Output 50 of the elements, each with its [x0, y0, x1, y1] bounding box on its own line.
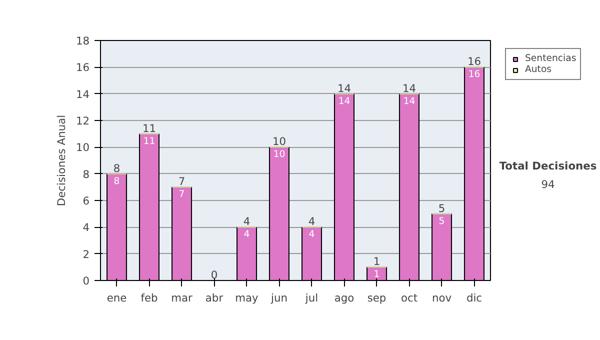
total-label: 1: [373, 255, 380, 268]
data-label: 8: [114, 176, 120, 187]
total-label: 8: [113, 162, 120, 175]
total-label: 0: [210, 268, 218, 282]
y-tick-label: 14: [76, 88, 90, 101]
x-tick-label: dic: [466, 292, 482, 304]
data-label: 4: [244, 229, 250, 240]
total-label: 7: [178, 175, 186, 188]
text: Total Decisiones: [499, 160, 597, 172]
legend-label: Autos: [525, 64, 552, 75]
x-tick-label: ene: [106, 292, 127, 304]
total-label: 16: [467, 55, 482, 68]
x-tick-label: jul: [304, 292, 318, 304]
y-tick-label: 10: [76, 141, 90, 154]
y-tick-label: 0: [82, 274, 90, 288]
x-tick-label: jun: [270, 292, 288, 304]
data-label: 14: [403, 96, 416, 107]
y-tick-label: 12: [76, 114, 90, 128]
x-tick-label: mar: [171, 292, 194, 304]
y-tick-label: 8: [82, 168, 90, 181]
data-label: 10: [273, 149, 286, 160]
y-tick-label: 6: [82, 194, 90, 208]
y-tick-label: 2: [82, 248, 90, 261]
data-label: 16: [468, 69, 480, 80]
data-label: 7: [178, 189, 185, 200]
x-tick-label: ago: [334, 292, 354, 304]
total-label: 5: [438, 202, 446, 215]
x-tick-label: nov: [432, 292, 452, 304]
y-tick-label: 18: [76, 34, 90, 48]
x-tick-label: abr: [205, 292, 224, 304]
total-label: 4: [243, 215, 250, 228]
data-label: 4: [308, 229, 315, 240]
x-tick-label: sep: [367, 292, 386, 304]
y-tick-label: 4: [82, 221, 90, 234]
x-tick-label: feb: [140, 292, 158, 304]
total-label: 11: [142, 122, 156, 135]
data-label: 1: [374, 269, 380, 280]
data-label: 11: [143, 136, 156, 147]
total-label: 4: [308, 215, 316, 228]
x-tick-label: oct: [400, 292, 418, 304]
legend-label: Sentencias: [525, 53, 576, 64]
data-label: 5: [438, 216, 445, 227]
y-axis-title: Decisiones Anual: [54, 114, 68, 206]
total-label: 10: [272, 135, 286, 148]
total-label: 14: [402, 82, 416, 95]
data-label: 14: [338, 96, 350, 107]
text: 94: [541, 178, 555, 192]
x-tick-label: may: [235, 292, 258, 304]
y-tick-label: 16: [76, 61, 90, 74]
total-label: 14: [337, 82, 352, 95]
